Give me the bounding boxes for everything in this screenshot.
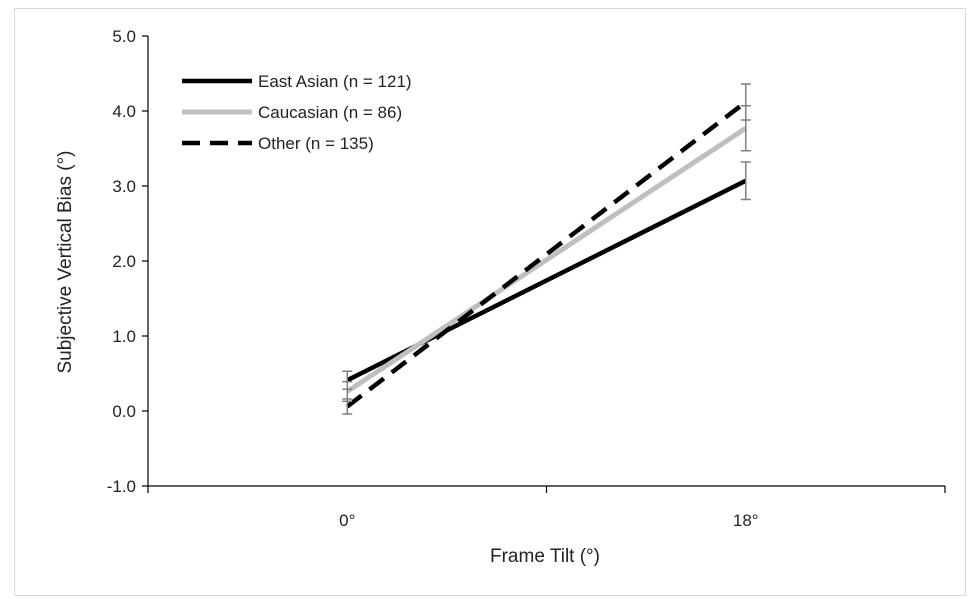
y-tick-label: -1.0 (107, 477, 136, 496)
y-tick-label: 3.0 (112, 177, 136, 196)
y-tick-label: 4.0 (112, 102, 136, 121)
series-line-1 (345, 126, 748, 394)
y-tick-label: 2.0 (112, 252, 136, 271)
y-tick-label: 1.0 (112, 327, 136, 346)
x-axis-title: Frame Tilt (°) (490, 546, 600, 567)
legend-label-0: East Asian (n = 121) (258, 72, 412, 91)
axes: -1.0 0.0 1.0 2.0 3.0 4.0 5.0 0° 18° (107, 27, 946, 530)
legend-label-1: Caucasian (n = 86) (258, 103, 402, 122)
error-bars (342, 83, 751, 415)
chart-frame (14, 8, 966, 596)
y-tick-label: 0.0 (112, 402, 136, 421)
x-tick-label: 18° (733, 511, 759, 530)
y-axis-title: Subjective Vertical Bias (°) (55, 150, 76, 373)
series-line-2 (345, 100, 748, 409)
series-lines (345, 100, 748, 409)
legend: East Asian (n = 121) Caucasian (n = 86) Ot… (182, 72, 412, 153)
x-tick-label: 0° (339, 511, 355, 530)
legend-label-2: Other (n = 135) (258, 134, 374, 153)
y-tick-label: 5.0 (112, 27, 136, 46)
